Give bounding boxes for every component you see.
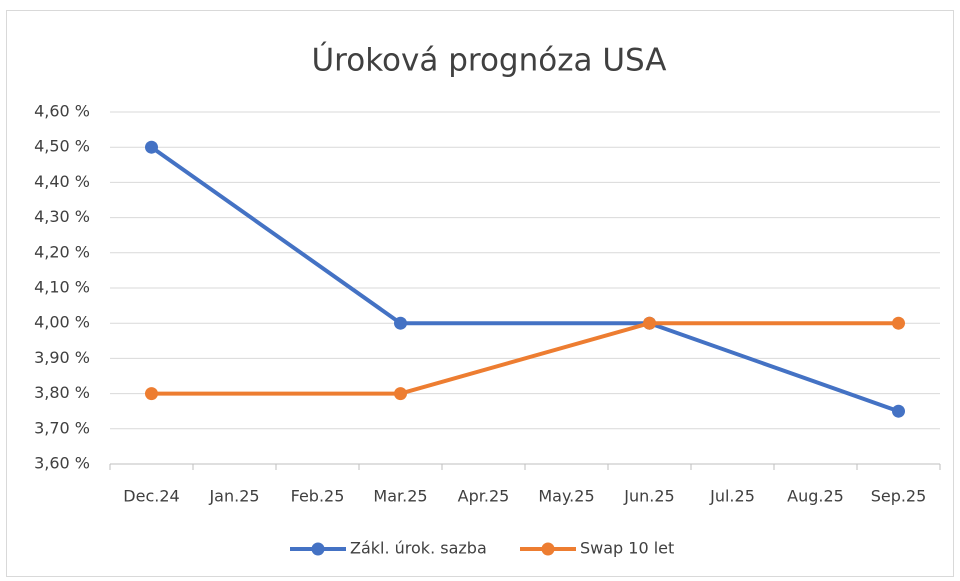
legend-label: Swap 10 let (580, 539, 674, 558)
x-tick-label: Mar.25 (373, 487, 427, 506)
y-tick-label: 4,20 % (34, 242, 90, 261)
x-tick-label: Aug.25 (787, 487, 844, 506)
data-point (145, 387, 158, 401)
legend-marker (311, 542, 325, 556)
x-tick-label: Apr.25 (458, 487, 510, 506)
data-point (394, 387, 407, 401)
data-point (643, 316, 656, 330)
series-line (150, 145, 900, 414)
data-point (394, 316, 407, 330)
x-tick-label: Jul.25 (709, 487, 755, 506)
x-tick-label: May.25 (538, 487, 594, 506)
y-tick-label: 4,60 % (34, 102, 90, 121)
y-tick-label: 3,80 % (34, 383, 90, 402)
data-point (145, 140, 158, 154)
y-tick-label: 4,50 % (34, 137, 90, 156)
y-tick-label: 3,90 % (34, 348, 90, 367)
x-tick-label: Dec.24 (123, 487, 179, 506)
x-tick-label: Sep.25 (871, 487, 927, 506)
y-tick-label: 4,40 % (34, 172, 90, 191)
y-tick-label: 3,60 % (34, 454, 90, 473)
y-tick-label: 4,10 % (34, 278, 90, 297)
legend-marker (541, 542, 555, 556)
data-point (892, 404, 905, 418)
chart-border (6, 10, 954, 577)
y-tick-label: 4,30 % (34, 207, 90, 226)
y-tick-label: 4,00 % (34, 313, 90, 332)
chart-title: Úroková prognóza USA (311, 42, 666, 79)
data-point (892, 316, 905, 330)
y-tick-label: 3,70 % (34, 418, 90, 437)
x-tick-label: Jun.25 (623, 487, 674, 506)
x-tick-label: Jan.25 (208, 487, 259, 506)
x-tick-label: Feb.25 (291, 487, 345, 506)
series-line (151, 321, 899, 396)
legend-label: Zákl. úrok. sazba (350, 539, 487, 558)
